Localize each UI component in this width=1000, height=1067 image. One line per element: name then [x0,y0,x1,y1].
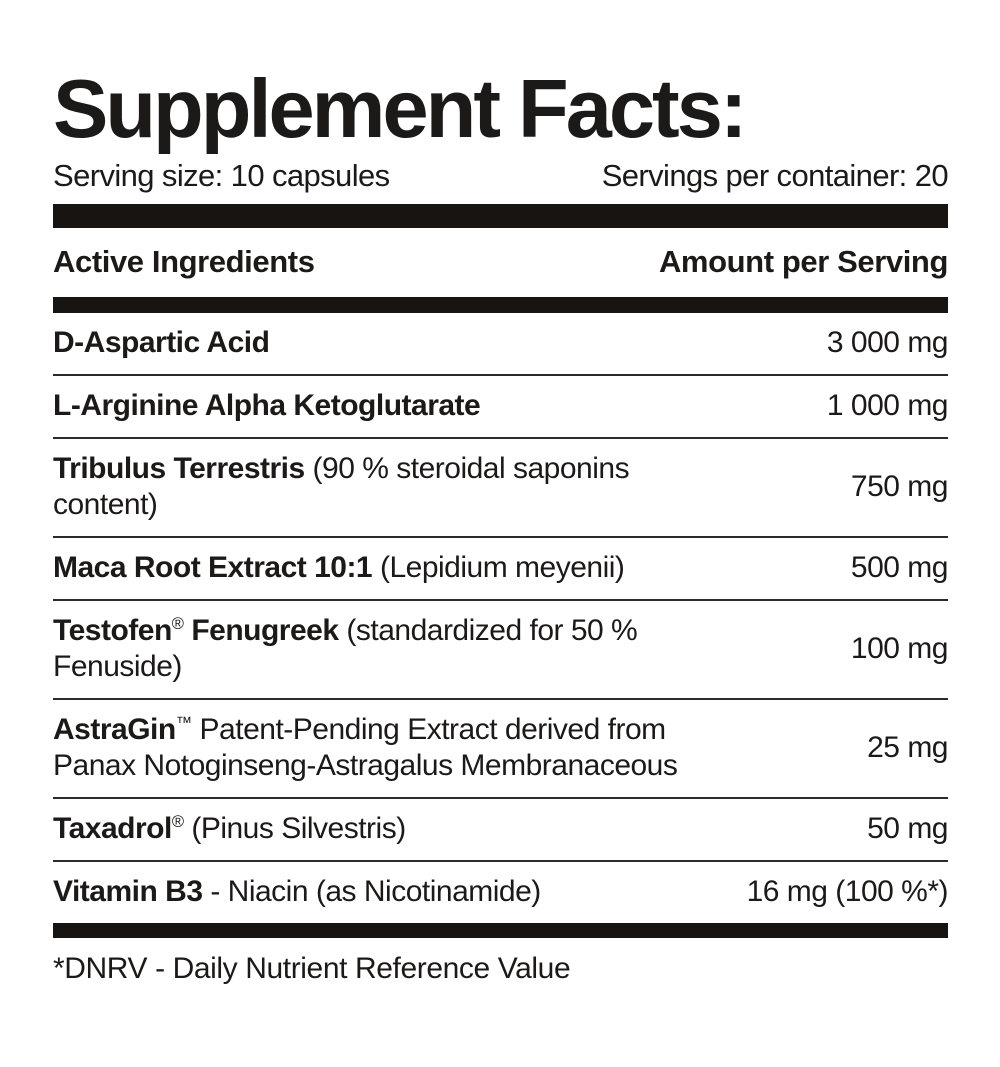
ingredient-name: L-Arginine Alpha Ketoglutarate [53,389,481,422]
column-header-ingredients: Active Ingredients [53,244,315,279]
divider-bar-header [53,297,948,313]
divider-bar-top [53,204,948,228]
table-row: Tribulus Terrestris (90 % steroidal sapo… [53,439,949,538]
table-row: Maca Root Extract 10:1 (Lepidium meyenii… [53,538,949,601]
table-row: L-Arginine Alpha Ketoglutarate 1 000 mg [53,376,949,439]
ingredient-name: Vitamin B3 - Niacin (as Nicotinamide) [53,875,541,908]
ingredient-name: Maca Root Extract 10:1 (Lepidium meyenii… [53,551,625,584]
trademark-symbol: ™ [175,714,193,732]
ingredient-name: D-Aspartic Acid [53,326,270,359]
ingredient-name: Tribulus Terrestris (90 % steroidal sapo… [53,452,630,521]
ingredient-amount: 750 mg [850,470,949,503]
ingredient-amount: 500 mg [850,551,949,584]
registered-trademark-symbol: ® [171,615,184,633]
table-row: Taxadrol® (Pinus Silvestris) 50 mg [53,799,948,862]
ingredient-name: AstraGin™ Patent-Pending Extract derived… [53,713,678,782]
table-row: Vitamin B3 - Niacin (as Nicotinamide) 16… [53,862,949,923]
ingredient-amount: 16 mg (100 %*) [746,875,949,908]
servings-per-container-text: Servings per container: 20 [601,158,949,193]
column-header-amount: Amount per Serving [658,244,948,279]
serving-info-row: Serving size: 10 capsules Servings per c… [53,158,949,194]
table-row: D-Aspartic Acid 3 000 mg [53,313,949,376]
footnote-text: *DNRV - Daily Nutrient Reference Value [53,952,571,985]
table-row: Testofen® Fenugreek (standardized for 50… [53,601,949,700]
registered-trademark-symbol: ® [171,813,184,831]
panel-title: Supplement Facts: [53,62,748,155]
table-row: AstraGin™ Patent-Pending Extract derived… [53,700,948,799]
ingredient-amount: 25 mg [867,731,948,764]
ingredient-amount: 3 000 mg [826,326,949,359]
table-header-row: Active Ingredients Amount per Serving [53,228,948,297]
ingredient-amount: 50 mg [867,812,948,845]
ingredient-name-line2: Panax Notoginseng-Astragalus Membranaceo… [53,749,678,782]
ingredient-amount: 1 000 mg [826,389,949,422]
divider-bar-bottom [53,923,948,938]
ingredient-name: Testofen® Fenugreek (standardized for 50… [53,614,638,683]
ingredient-amount: 100 mg [850,632,949,665]
serving-size-text: Serving size: 10 capsules [53,158,390,193]
ingredient-name: Taxadrol® (Pinus Silvestris) [53,812,406,845]
supplement-facts-panel: Supplement Facts: Serving size: 10 capsu… [53,62,949,986]
ingredient-table: D-Aspartic Acid 3 000 mg L-Arginine Alph… [53,313,949,923]
